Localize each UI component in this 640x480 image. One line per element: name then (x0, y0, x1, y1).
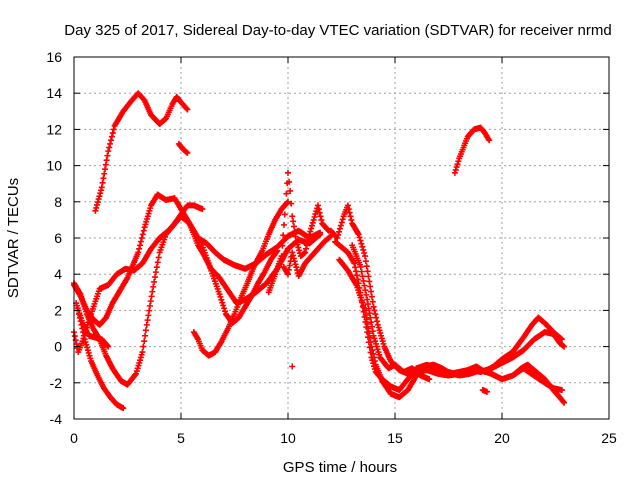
x-tick-label: 20 (494, 430, 510, 446)
y-tick-label: 12 (46, 121, 62, 137)
y-tick-label: -4 (50, 411, 63, 427)
series-track-a2 (175, 140, 191, 156)
series-isolated (479, 387, 491, 395)
series-outlier (289, 363, 296, 370)
axis-ticks (73, 56, 610, 420)
series-track-p (451, 124, 493, 176)
y-tick-label: 4 (54, 266, 62, 282)
y-tick-label: 6 (54, 230, 62, 246)
x-tick-labels: 0 5 10 15 20 25 (70, 430, 617, 446)
x-tick-label: 0 (70, 430, 78, 446)
marker-trace (73, 300, 112, 350)
series-track-h (197, 236, 281, 327)
data-points (71, 90, 568, 412)
series-track-f (73, 300, 112, 350)
marker-trace (190, 198, 291, 359)
chart-title: Day 325 of 2017, Sidereal Day-to-day VTE… (64, 22, 611, 39)
series-track-o (509, 361, 568, 406)
series-track-n (349, 242, 433, 383)
series-track-i (265, 169, 332, 296)
marker-trace (349, 242, 433, 383)
marker-trace (175, 140, 191, 156)
y-tick-label: 0 (54, 339, 62, 355)
marker-trace (265, 169, 332, 296)
marker-trace (451, 124, 493, 176)
series-track-j (280, 233, 334, 280)
series-track-a (92, 90, 191, 214)
y-axis-label: SDTVAR / TECUs (5, 178, 22, 298)
y-tick-label: -2 (50, 375, 63, 391)
y-tick-label: 8 (54, 194, 62, 210)
marker-trace (280, 233, 334, 280)
marker-trace (479, 387, 491, 395)
x-tick-label: 25 (601, 430, 617, 446)
x-tick-label: 15 (387, 430, 403, 446)
marker-trace (289, 363, 296, 370)
grid-lines (74, 57, 609, 419)
y-tick-label: 2 (54, 302, 62, 318)
y-tick-labels: -4 -2 0 2 4 6 8 10 12 14 16 (46, 49, 62, 427)
marker-trace (336, 256, 565, 401)
y-tick-label: 16 (46, 49, 62, 65)
series-track-g (190, 198, 291, 359)
y-tick-label: 14 (46, 85, 62, 101)
series-track-m (336, 256, 565, 401)
x-tick-label: 10 (280, 430, 296, 446)
x-tick-label: 5 (177, 430, 185, 446)
x-axis-label: GPS time / hours (283, 459, 397, 476)
y-tick-label: 10 (46, 158, 62, 174)
marker-trace (509, 361, 568, 406)
marker-trace (92, 90, 191, 214)
marker-trace (197, 236, 281, 327)
